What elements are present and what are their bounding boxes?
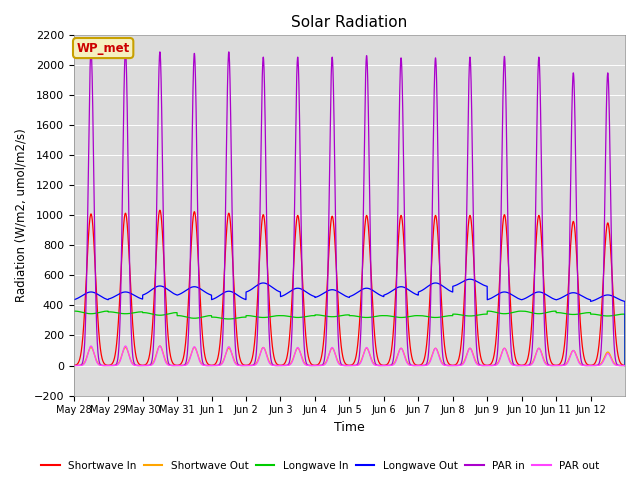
Title: Solar Radiation: Solar Radiation <box>291 15 408 30</box>
Y-axis label: Radiation (W/m2, umol/m2/s): Radiation (W/m2, umol/m2/s) <box>15 129 28 302</box>
X-axis label: Time: Time <box>334 421 365 434</box>
Text: WP_met: WP_met <box>77 42 130 55</box>
Legend: Shortwave In, Shortwave Out, Longwave In, Longwave Out, PAR in, PAR out: Shortwave In, Shortwave Out, Longwave In… <box>36 456 604 475</box>
